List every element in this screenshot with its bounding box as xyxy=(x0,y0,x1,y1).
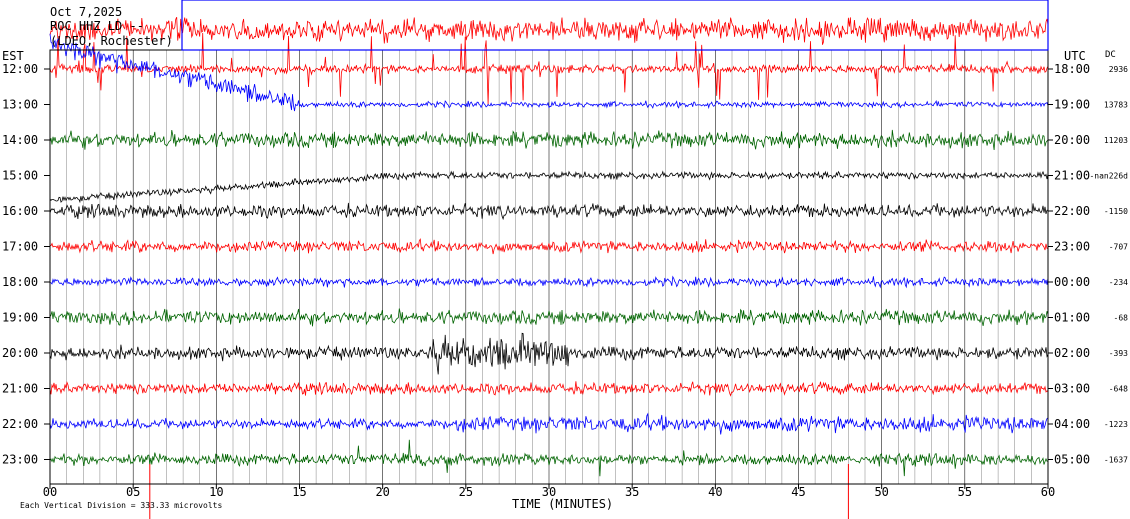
dc-offset-value: -68 xyxy=(1114,314,1129,323)
seismic-trace-row-5 xyxy=(49,202,1049,221)
seismic-trace-row-4 xyxy=(49,170,1049,204)
est-hour-label: 21:00 xyxy=(2,382,38,396)
utc-hour-label: 23:00 xyxy=(1054,240,1090,254)
est-hour-label: 13:00 xyxy=(2,98,38,112)
seismic-trace-row-6 xyxy=(49,238,1048,255)
est-hour-label: 17:00 xyxy=(2,240,38,254)
title-station: ROC HHZ LD -- xyxy=(50,19,144,33)
dc-offset-value: -1150 xyxy=(1104,207,1128,216)
est-hour-label: 15:00 xyxy=(2,169,38,183)
x-tick-label: 05 xyxy=(126,485,140,499)
axis-labels: Oct 7,2025 ROC HHZ LD -- (LDEO, Rocheste… xyxy=(2,5,1128,511)
est-axis-label: EST xyxy=(2,49,24,63)
seismic-trace-row-10 xyxy=(49,381,1049,397)
x-tick-label: 20 xyxy=(375,485,389,499)
utc-hour-label: 01:00 xyxy=(1054,311,1090,325)
seismic-trace-row-9 xyxy=(49,332,1049,375)
x-tick-label: 55 xyxy=(958,485,972,499)
est-hour-label: 23:00 xyxy=(2,453,38,467)
seismic-trace-overflow xyxy=(49,16,1049,45)
title-date: Oct 7,2025 xyxy=(50,5,122,19)
utc-hour-label: 05:00 xyxy=(1054,453,1090,467)
x-tick-label: 15 xyxy=(292,485,306,499)
utc-axis-label: UTC xyxy=(1064,49,1086,63)
utc-hour-label: 21:00 xyxy=(1054,169,1090,183)
est-hour-label: 22:00 xyxy=(2,417,38,431)
x-tick-label: 40 xyxy=(708,485,722,499)
x-tick-label: 10 xyxy=(209,485,223,499)
vertical-scale-note: Each Vertical Division = 333.33 microvol… xyxy=(20,501,222,510)
utc-hour-label: 20:00 xyxy=(1054,133,1090,147)
x-tick-label: 35 xyxy=(625,485,639,499)
seismic-trace-row-7 xyxy=(49,275,1049,289)
est-hour-label: 18:00 xyxy=(2,275,38,289)
x-tick-label: 60 xyxy=(1041,485,1055,499)
est-hour-label: 16:00 xyxy=(2,204,38,218)
est-hour-label: 20:00 xyxy=(2,346,38,360)
dc-offset-value: -648 xyxy=(1109,385,1128,394)
est-hour-label: 12:00 xyxy=(2,62,38,76)
seismic-trace-row-8 xyxy=(49,308,1049,327)
x-tick-label: 25 xyxy=(459,485,473,499)
dc-offset-value: -1223 xyxy=(1104,420,1128,429)
dc-offset-value: -nan226d xyxy=(1089,172,1128,181)
x-tick-labels: 00 05 10 15 20 25 30 35 40 45 50 55 60 xyxy=(43,484,1055,499)
dc-offset-value: -1637 xyxy=(1104,456,1128,465)
top-overflow-box xyxy=(181,0,1049,51)
seismic-trace-row-2 xyxy=(49,33,1049,112)
x-tick-label: 30 xyxy=(542,485,556,499)
utc-hour-label: 02:00 xyxy=(1054,346,1090,360)
dc-offset-value: -393 xyxy=(1109,349,1128,358)
utc-hour-label: 00:00 xyxy=(1054,275,1090,289)
x-tick-label: 45 xyxy=(791,485,805,499)
dc-offset-value: -234 xyxy=(1109,278,1128,287)
est-hour-label: 19:00 xyxy=(2,311,38,325)
x-axis-title: TIME (MINUTES) xyxy=(512,497,613,511)
x-tick-label: 00 xyxy=(43,485,57,499)
x-tick-label: 50 xyxy=(874,485,888,499)
seismic-trace-row-3 xyxy=(49,129,1049,151)
seismic-traces xyxy=(49,16,1049,519)
utc-hour-label: 22:00 xyxy=(1054,204,1090,218)
dc-column-label: DC xyxy=(1105,50,1116,60)
utc-hour-label: 18:00 xyxy=(1054,62,1090,76)
row-labels: 12:00 18:00 2936 13:00 19:00 13783 14:00 20:00 1… xyxy=(2,62,1128,467)
seismic-trace-row-11 xyxy=(49,412,1049,435)
dc-offset-value: 2936 xyxy=(1109,65,1128,74)
dc-offset-value: 11203 xyxy=(1104,136,1128,145)
dc-offset-value: 13783 xyxy=(1104,101,1128,110)
utc-hour-label: 19:00 xyxy=(1054,98,1090,112)
dc-offset-value: -707 xyxy=(1109,243,1128,252)
est-hour-label: 14:00 xyxy=(2,133,38,147)
seismic-trace-row-1 xyxy=(49,32,1049,105)
title-network: (LDEO, Rochester) xyxy=(50,34,173,48)
utc-hour-label: 04:00 xyxy=(1054,417,1090,431)
utc-hour-label: 03:00 xyxy=(1054,382,1090,396)
minute-gridlines xyxy=(66,50,1032,484)
seismic-trace-row-12 xyxy=(49,439,1049,477)
